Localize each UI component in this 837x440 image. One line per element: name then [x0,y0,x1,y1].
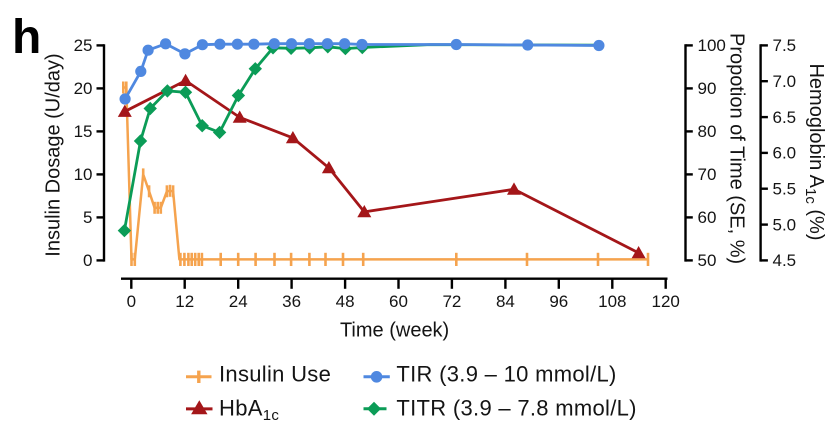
svg-text:72: 72 [442,292,461,311]
svg-text:80: 80 [698,122,717,141]
svg-text:Propotion of Time (SE, %): Propotion of Time (SE, %) [726,33,748,264]
svg-text:108: 108 [598,292,626,311]
svg-text:25: 25 [74,36,93,55]
svg-text:120: 120 [652,292,680,311]
svg-text:12: 12 [175,292,194,311]
svg-text:Time (week): Time (week) [340,319,449,341]
svg-text:5: 5 [83,208,92,227]
svg-text:TITR (3.9 – 7.8 mmol/L): TITR (3.9 – 7.8 mmol/L) [396,395,636,420]
svg-text:7.5: 7.5 [773,36,797,55]
svg-text:0: 0 [127,292,136,311]
svg-text:Insulin Dosage (U/day): Insulin Dosage (U/day) [43,53,65,256]
svg-text:60: 60 [389,292,408,311]
svg-text:90: 90 [698,79,717,98]
svg-text:Insulin Use: Insulin Use [219,362,331,387]
svg-text:84: 84 [496,292,515,311]
svg-text:10: 10 [74,165,93,184]
svg-text:7.0: 7.0 [773,72,797,91]
svg-text:50: 50 [698,251,717,270]
svg-text:96: 96 [549,292,568,311]
svg-text:24: 24 [229,292,248,311]
svg-text:60: 60 [698,208,717,227]
svg-text:6.5: 6.5 [773,108,797,127]
svg-text:15: 15 [74,122,93,141]
svg-text:Hemoglobin A1c (%): Hemoglobin A1c (%) [802,63,827,240]
svg-text:20: 20 [74,79,93,98]
svg-text:4.5: 4.5 [773,251,797,270]
svg-text:TIR (3.9 – 10 mmol/L): TIR (3.9 – 10 mmol/L) [396,362,616,387]
svg-text:h: h [12,11,41,64]
svg-text:100: 100 [698,36,726,55]
svg-text:5.0: 5.0 [773,215,797,234]
svg-text:6.0: 6.0 [773,144,797,163]
svg-text:0: 0 [83,251,92,270]
svg-text:70: 70 [698,165,717,184]
svg-text:36: 36 [282,292,301,311]
svg-text:5.5: 5.5 [773,180,797,199]
svg-text:48: 48 [336,292,355,311]
